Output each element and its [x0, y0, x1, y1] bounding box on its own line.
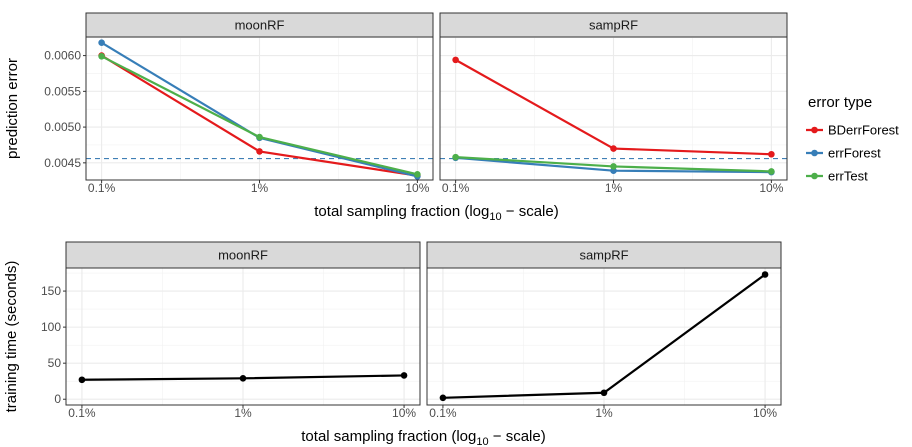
training-time-panel-moonRF: moonRF 0.1% 1% 10% 0 50 100 150 — [41, 241, 421, 420]
x-axis-title: total sampling fraction (log10 − scale) — [301, 428, 545, 447]
legend-key-point — [811, 126, 818, 134]
data-point-BDerrForest — [610, 145, 617, 152]
data-point-errTest — [610, 163, 617, 170]
x-tick-label: 0.1% — [429, 406, 457, 420]
x-tick-label: 1% — [251, 181, 269, 195]
facet-strip-label: moonRF — [235, 18, 285, 33]
legend-label: BDerrForest — [828, 123, 899, 138]
y-axis-title: prediction error — [4, 58, 21, 159]
training-time-panel-sampRF: sampRF 0.1% 1% 10% — [426, 241, 782, 420]
facet-strip-label: moonRF — [218, 248, 268, 263]
chart-layer: moonRF 0.1% 1% 10% 0.0045 0.0050 0.0055 0.0060 s… — [3, 12, 899, 447]
y-tick-label: 50 — [48, 356, 62, 370]
x-tick-label: 10% — [753, 406, 777, 420]
facet-strip-label: sampRF — [589, 18, 638, 33]
x-tick-label: 1% — [234, 406, 252, 420]
data-point-errForest — [98, 39, 105, 47]
y-tick-label: 0.0055 — [44, 84, 81, 98]
x-axis-title: total sampling fraction (log10 − scale) — [314, 203, 558, 223]
data-point-BDerrForest — [768, 150, 775, 158]
prediction-error-block: moonRF 0.1% 1% 10% 0.0045 0.0050 0.0055 0.0060 s… — [4, 12, 788, 223]
legend-key-point — [811, 149, 818, 157]
data-point-BDerrForest — [452, 56, 459, 64]
data-point-errTest — [256, 133, 263, 141]
x-tick-label: 10% — [392, 406, 416, 420]
prediction-error-panel-sampRF: sampRF 0.1% 1% 10% — [439, 12, 788, 195]
data-point-training-time — [761, 271, 769, 278]
data-point-training-time — [439, 394, 447, 402]
y-tick-label: 0.0060 — [44, 49, 81, 63]
x-tick-label: 0.1% — [442, 181, 470, 195]
x-tick-label: 0.1% — [88, 181, 116, 195]
legend-label: errTest — [828, 169, 868, 184]
x-tick-label: 10% — [405, 181, 429, 195]
data-point-errTest — [452, 153, 459, 161]
y-tick-label: 100 — [41, 320, 61, 334]
legend-label: errForest — [828, 146, 881, 161]
x-tick-label: 1% — [605, 181, 623, 195]
facet-strip-label: sampRF — [579, 248, 628, 263]
facet-strip — [85, 12, 434, 38]
y-tick-label: 0.0050 — [44, 120, 81, 134]
data-point-training-time — [239, 375, 247, 382]
data-point-BDerrForest — [256, 148, 263, 155]
y-tick-label: 0.0045 — [44, 156, 81, 170]
legend-key-errForest — [806, 149, 823, 157]
legend-key-errTest — [806, 172, 823, 180]
y-axis-title: training time (seconds) — [3, 261, 20, 413]
legend-key-BDerrForest — [806, 126, 823, 134]
x-tick-label: 10% — [759, 181, 783, 195]
data-point-errTest — [414, 170, 421, 178]
data-point-errTest — [768, 168, 775, 175]
data-point-errTest — [98, 53, 105, 60]
data-point-training-time — [400, 372, 408, 379]
facet-strip — [439, 12, 788, 38]
legend: error type BDerrForest errForest errTest — [806, 94, 899, 184]
data-point-training-time — [78, 376, 86, 384]
facet-strip — [65, 241, 421, 269]
y-tick-label: 150 — [41, 284, 61, 298]
facet-strip — [426, 241, 782, 269]
prediction-error-panel-moonRF: moonRF 0.1% 1% 10% 0.0045 0.0050 0.0055 0.0060 — [44, 12, 434, 195]
x-tick-label: 0.1% — [68, 406, 96, 420]
legend-title: error type — [808, 94, 872, 111]
data-point-training-time — [600, 389, 608, 397]
y-tick-label: 0 — [54, 392, 61, 406]
training-time-block: moonRF 0.1% 1% 10% 0 50 100 150 sampRF 0.1% 1% 10% t… — [3, 241, 782, 447]
legend-key-point — [811, 172, 818, 180]
x-tick-label: 1% — [595, 406, 613, 420]
